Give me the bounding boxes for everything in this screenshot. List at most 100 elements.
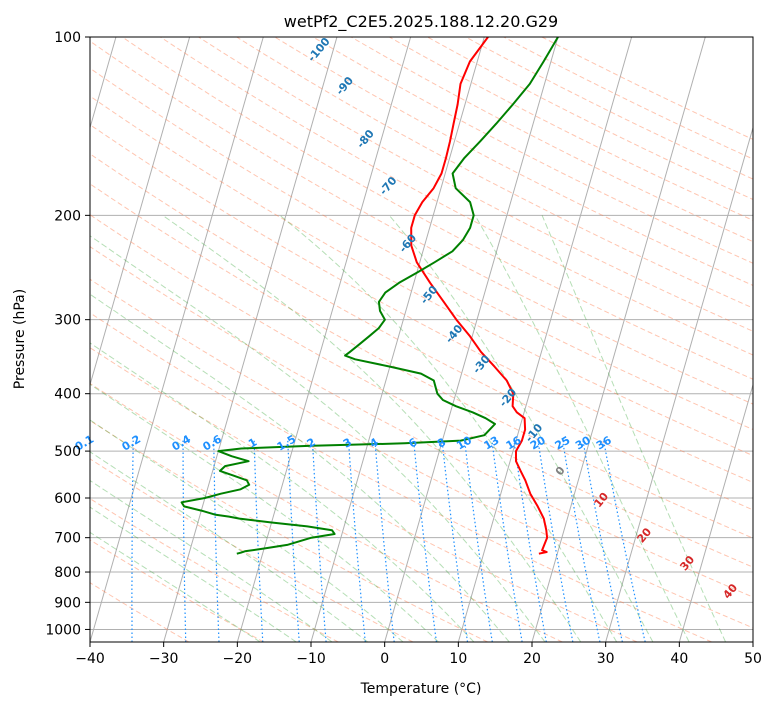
moist-adiabat-line: [90, 506, 297, 642]
mixing-ratio-line: [441, 440, 469, 642]
dry-adiabat-label: -90: [333, 74, 356, 98]
dry-adiabat-line: [90, 67, 753, 431]
y-tick-label: 500: [54, 444, 81, 460]
x-axis-title: Temperature (°C): [360, 681, 482, 697]
dry-adiabat-line: [90, 458, 414, 642]
isotherm-line: [236, 37, 412, 642]
plot-frame: [89, 36, 754, 643]
dry-adiabat-label: -30: [470, 352, 493, 376]
dry-adiabat-line: [541, 37, 753, 140]
mixing-ratio-line: [347, 440, 366, 642]
dry-adiabat-line: [90, 124, 753, 484]
mixing-ratio-label: 4: [367, 435, 380, 450]
y-axis-title: Pressure (hPa): [12, 289, 28, 389]
temperature-profile-line: [410, 37, 549, 555]
moist-adiabat-line: [474, 215, 690, 642]
y-tick-label: 100: [54, 30, 81, 46]
mixing-ratio-line: [131, 440, 134, 642]
dry-adiabat-line: [350, 37, 753, 243]
isotherm-line: [605, 125, 753, 642]
moist-adiabat-label: 40: [720, 581, 740, 601]
moist-adiabat-line: [90, 293, 510, 642]
moist-adiabat-label: 20: [634, 525, 654, 545]
dry-adiabat-line: [274, 37, 753, 287]
x-tick-label: −20: [223, 651, 253, 667]
moist-adiabat-line: [279, 214, 618, 642]
x-tick-label: 30: [597, 651, 615, 667]
mixing-ratio-line: [491, 440, 523, 642]
y-tick-label: 1000: [45, 622, 81, 638]
mixing-ratio-label: 8: [435, 436, 448, 451]
y-tick-label: 800: [54, 565, 81, 581]
isotherm-line: [678, 383, 753, 642]
x-tick-label: −10: [296, 651, 326, 667]
dry-adiabat-label: -20: [497, 386, 520, 410]
dry-adiabat-line: [90, 498, 339, 642]
x-tick-label: −40: [75, 651, 105, 667]
dry-adiabat-line: [90, 539, 264, 642]
x-tick-label: 10: [449, 651, 467, 667]
y-tick-label: 200: [54, 208, 81, 224]
dry-adiabat-line: [90, 40, 753, 405]
x-tick-label: 50: [744, 651, 762, 667]
mixing-ratio-label: 36: [594, 433, 614, 452]
mixing-ratio-label: 13: [482, 434, 502, 453]
isotherm-line: [310, 37, 485, 642]
y-tick-label: 900: [54, 595, 81, 611]
mixing-ratio-label: 16: [504, 433, 524, 452]
isotherm-line: [752, 640, 753, 642]
y-tick-label: 600: [54, 491, 81, 507]
moist-adiabat-line: [90, 479, 333, 642]
isotherm-line: [90, 37, 191, 387]
dry-adiabat-line: [465, 37, 753, 180]
mixing-ratio-line: [287, 440, 300, 642]
mixing-ratio-line: [582, 440, 623, 642]
mixing-ratio-line: [374, 440, 395, 642]
x-tick-label: 0: [380, 651, 389, 667]
mixing-ratio-line: [311, 440, 327, 642]
isotherm-line: [90, 37, 264, 642]
dry-adiabat-line: [236, 37, 753, 309]
dry-adiabat-line: [90, 214, 753, 568]
dry-adiabat-line: [90, 347, 638, 642]
dry-adiabat-label: -70: [377, 174, 400, 198]
dry-adiabat-line: [198, 37, 753, 332]
mixing-ratio-line: [537, 440, 574, 642]
mixing-ratio-line: [82, 441, 87, 642]
dry-adiabat-line: [90, 183, 753, 539]
moist-adiabat-label: 10: [591, 490, 611, 510]
mixing-ratio-line: [253, 440, 264, 642]
line-labels: 0.1 0.2 0.4 0.6 1 1.5 2 3 4 6 8 10 13 16 20 25 30 36-100-…: [73, 35, 741, 602]
moist-adiabat-line: [388, 214, 654, 642]
mixing-ratio-label: 3: [341, 436, 354, 451]
dry-adiabat-line: [90, 95, 753, 457]
dry-adiabat-label: -50: [418, 283, 441, 307]
isotherm-line: [163, 37, 338, 642]
moist-adiabat-line: [541, 215, 727, 642]
mixing-ratio-label: 25: [553, 434, 573, 453]
chart-title: wetPf2_C2E5.2025.188.12.20.G29: [284, 12, 558, 32]
mixing-ratio-label: 0.2: [120, 433, 143, 454]
moist-adiabat-line: [90, 419, 404, 642]
isotherm-line: [457, 37, 633, 642]
dry-adiabat-line: [160, 37, 753, 356]
dry-adiabat-line: [90, 382, 563, 642]
x-axis: −40 −30 −20 −10 0 10 20 30 40 50: [75, 642, 762, 667]
dry-adiabat-line: [90, 278, 753, 629]
moist-adiabat-line: [90, 383, 439, 642]
mixing-ratio-label: 2: [305, 436, 318, 451]
mixing-ratio-line: [213, 440, 220, 642]
dry-adiabat-label: -60: [396, 231, 419, 255]
dry-adiabat-line: [90, 312, 712, 642]
y-tick-label: 400: [54, 387, 81, 403]
mixing-ratio-line: [562, 440, 601, 642]
y-tick-label: 700: [54, 531, 81, 547]
dry-adiabat-line: [312, 37, 753, 264]
moist-adiabat-line: [162, 214, 582, 642]
background-lines: [82, 37, 753, 642]
x-tick-label: −30: [149, 651, 179, 667]
dry-adiabat-label: -80: [354, 127, 377, 151]
x-tick-label: 40: [670, 651, 688, 667]
mixing-ratio-line: [513, 440, 547, 642]
